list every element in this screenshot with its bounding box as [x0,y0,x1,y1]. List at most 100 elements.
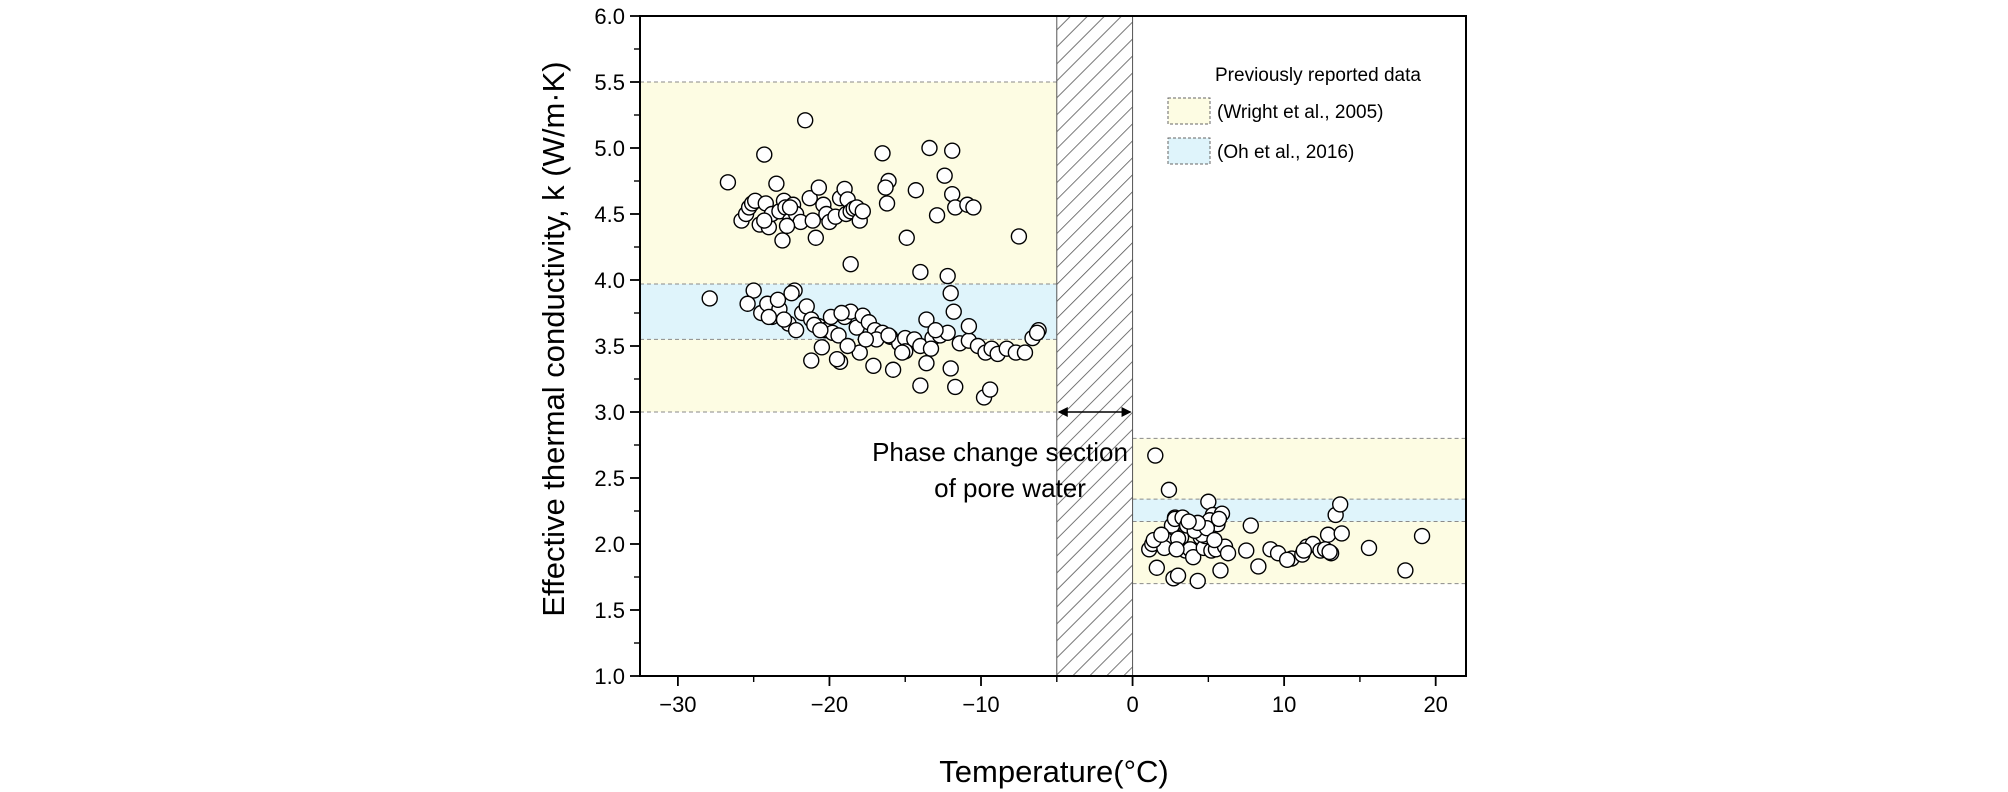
data-point [1242,517,1259,534]
data-point [1160,481,1178,499]
points-layer [701,112,1431,590]
x-tick-label: −20 [811,692,848,717]
data-point [797,112,814,129]
data-point [981,381,999,398]
data-point [878,195,896,212]
data-point [774,232,791,249]
data-point [1184,549,1202,566]
data-point [921,139,938,157]
data-point [922,340,940,357]
data-point [927,321,944,339]
data-point [1169,567,1187,584]
data-point [1148,559,1166,576]
axes-layer: −30 −20 −10 0 10 20 1.0 1.5 2.0 2.5 3.0 3.5 4.0 4.5 5.… [594,4,1467,717]
data-point [1295,542,1313,559]
data-point [898,229,915,246]
y-tick-label: 4.0 [594,268,625,293]
y-tick-label: 5.5 [594,70,625,95]
data-point [854,203,871,220]
y-tick-label: 2.0 [594,532,625,557]
data-point [965,199,982,216]
data-point [1153,526,1170,543]
y-tick-label: 4.5 [594,202,625,227]
data-point [918,311,935,328]
data-point [1010,228,1028,245]
data-point [918,354,935,372]
data-point [778,217,796,235]
phase-change-hatch [1056,15,1134,677]
data-point [1332,496,1349,513]
data-point [1278,551,1296,569]
data-point [810,179,828,196]
data-point [807,229,825,246]
phase-change-label-line1: Phase change section [872,437,1128,467]
legend-swatch [1167,137,1211,165]
data-point [1210,510,1228,528]
data-point [769,291,787,308]
data-point [803,352,820,369]
data-point [756,212,773,229]
y-tick-label: 1.5 [594,598,625,623]
data-point [701,290,718,307]
data-point [804,212,821,229]
data-point [839,337,856,355]
data-point [801,189,818,207]
data-point [960,318,978,335]
data-point [1147,447,1164,464]
y-tick-label: 3.0 [594,400,625,425]
data-point [912,263,929,281]
legend-label: (Wright et al., 2005) [1217,102,1384,123]
y-tick-label: 1.0 [594,664,625,689]
data-point [857,331,875,348]
data-point [1238,542,1255,559]
data-point [813,339,831,356]
data-point [936,167,953,184]
data-point [874,145,891,162]
data-point [739,295,756,312]
data-point [842,255,859,273]
data-point [812,321,829,339]
data-point [865,357,882,374]
data-point [942,285,959,302]
data-point [944,142,961,159]
data-point [1219,545,1237,562]
data-point [828,351,846,368]
data-point [942,360,959,377]
data-point [1319,526,1337,543]
data-point [1413,527,1431,545]
x-tick-label: 10 [1272,692,1296,717]
data-point [768,175,785,192]
data-point [1360,539,1378,557]
data-point [781,199,799,216]
data-point [912,377,929,394]
data-point [1321,543,1338,561]
legend: Previously reported data (Wright et al., … [1167,65,1421,165]
data-point [1206,531,1223,549]
data-point [783,285,800,302]
data-point [830,327,847,344]
data-point [1028,324,1046,341]
data-point [756,146,773,163]
data-point [833,304,850,322]
phase-change-label-line2: of pore water [934,473,1086,503]
data-point [884,361,902,378]
data-point [1333,525,1350,542]
y-tick-label: 2.5 [594,466,625,491]
data-point [719,174,737,191]
data-point [880,327,897,344]
data-point [1189,572,1206,590]
x-axis-title: Temperature(°C) [939,754,1168,789]
data-point [893,344,911,361]
y-tick-label: 6.0 [594,4,625,29]
x-tick-label: 0 [1126,692,1138,717]
y-axis-title: Effective thermal conductivity, k (W/m·K… [536,61,571,616]
data-point [1180,513,1197,530]
data-point [928,207,946,224]
data-point [1250,558,1267,575]
data-point [907,182,925,199]
band-wright-frozen [640,82,1057,412]
legend-label: (Oh et al., 2016) [1217,142,1354,163]
data-point [945,303,962,320]
x-tick-label: 20 [1423,692,1447,717]
